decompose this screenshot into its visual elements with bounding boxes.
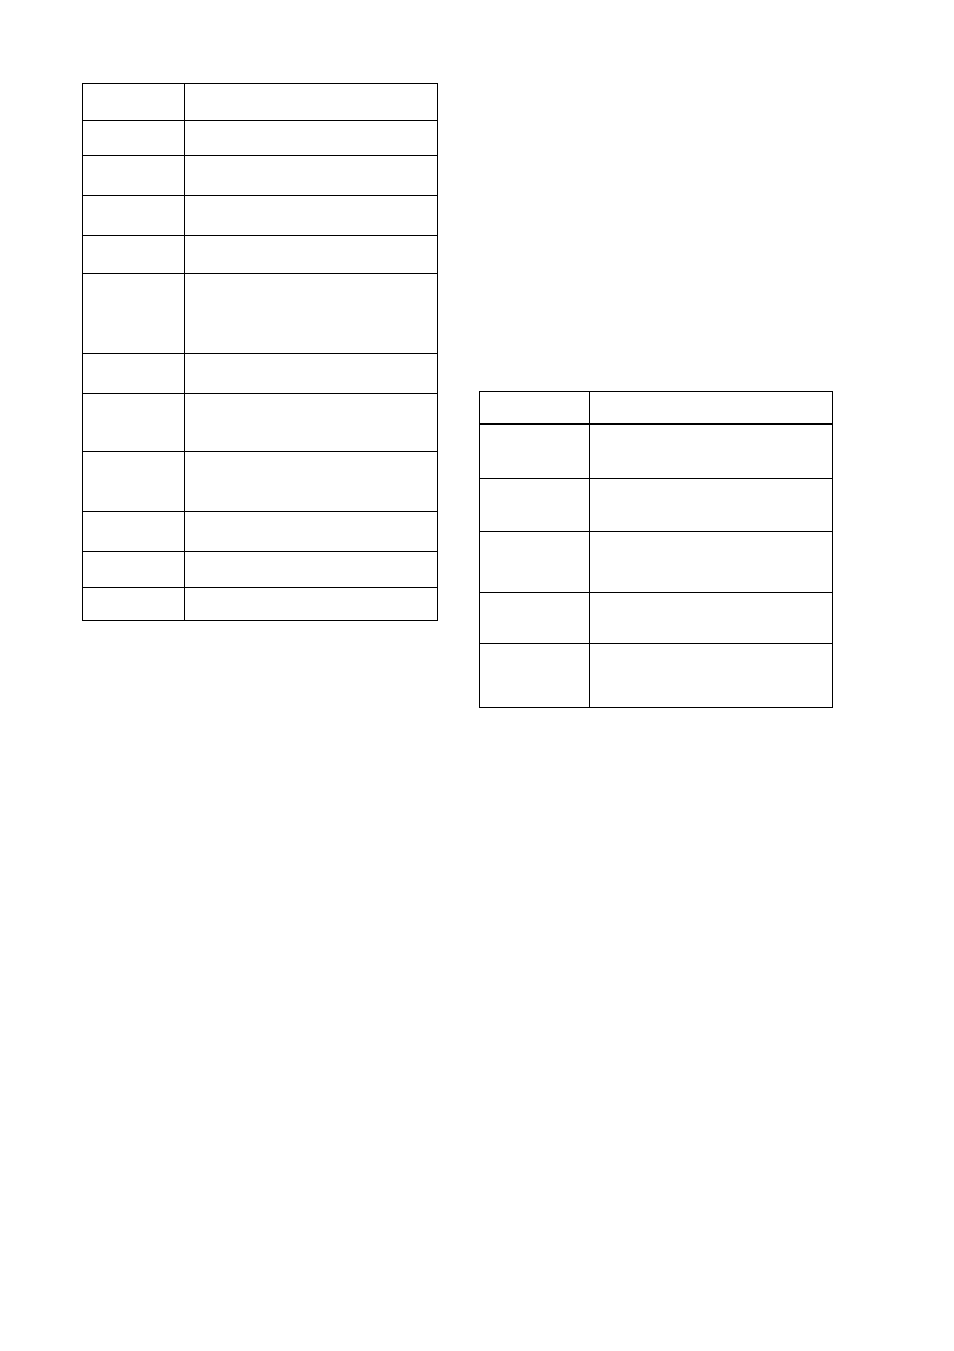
table-cell [83, 84, 185, 121]
table-row [480, 479, 833, 532]
table-row [83, 196, 438, 236]
table-row [83, 274, 438, 354]
table-cell [480, 644, 590, 708]
table-cell [185, 452, 438, 512]
table-row [83, 156, 438, 196]
table-row [83, 552, 438, 588]
table-cell [590, 532, 833, 593]
table-row [480, 532, 833, 593]
table-cell [185, 552, 438, 588]
table-cell [480, 532, 590, 593]
table-cell [480, 424, 590, 479]
table-cell [185, 121, 438, 156]
table-row [83, 236, 438, 274]
table-cell [480, 392, 590, 424]
table-cell [185, 394, 438, 452]
table-cell [83, 156, 185, 196]
table-row [480, 593, 833, 644]
table-cell [83, 274, 185, 354]
table-cell [590, 424, 833, 479]
table-row [480, 424, 833, 479]
table-cell [590, 593, 833, 644]
table-cell [185, 274, 438, 354]
table-cell [83, 512, 185, 552]
table-row [83, 512, 438, 552]
table-cell [590, 644, 833, 708]
table-cell [480, 479, 590, 532]
table-row [83, 121, 438, 156]
table-cell [185, 84, 438, 121]
table-row [480, 392, 833, 424]
table-cell [83, 552, 185, 588]
table-cell [590, 392, 833, 424]
left-table [82, 83, 438, 621]
table-cell [590, 479, 833, 532]
table-cell [185, 236, 438, 274]
table-cell [185, 588, 438, 621]
table-cell [185, 156, 438, 196]
table-cell [83, 588, 185, 621]
table-cell [185, 196, 438, 236]
table-row [83, 452, 438, 512]
table-cell [83, 236, 185, 274]
table-cell [83, 394, 185, 452]
right-table-body [480, 392, 833, 708]
table-row [83, 588, 438, 621]
right-table [479, 391, 833, 708]
table-cell [480, 593, 590, 644]
table-cell [83, 196, 185, 236]
table-row [83, 84, 438, 121]
table-row [83, 354, 438, 394]
table-cell [83, 452, 185, 512]
table-row [480, 644, 833, 708]
table-cell [83, 121, 185, 156]
table-row [83, 394, 438, 452]
table-cell [83, 354, 185, 394]
left-table-body [83, 84, 438, 621]
table-cell [185, 354, 438, 394]
table-cell [185, 512, 438, 552]
